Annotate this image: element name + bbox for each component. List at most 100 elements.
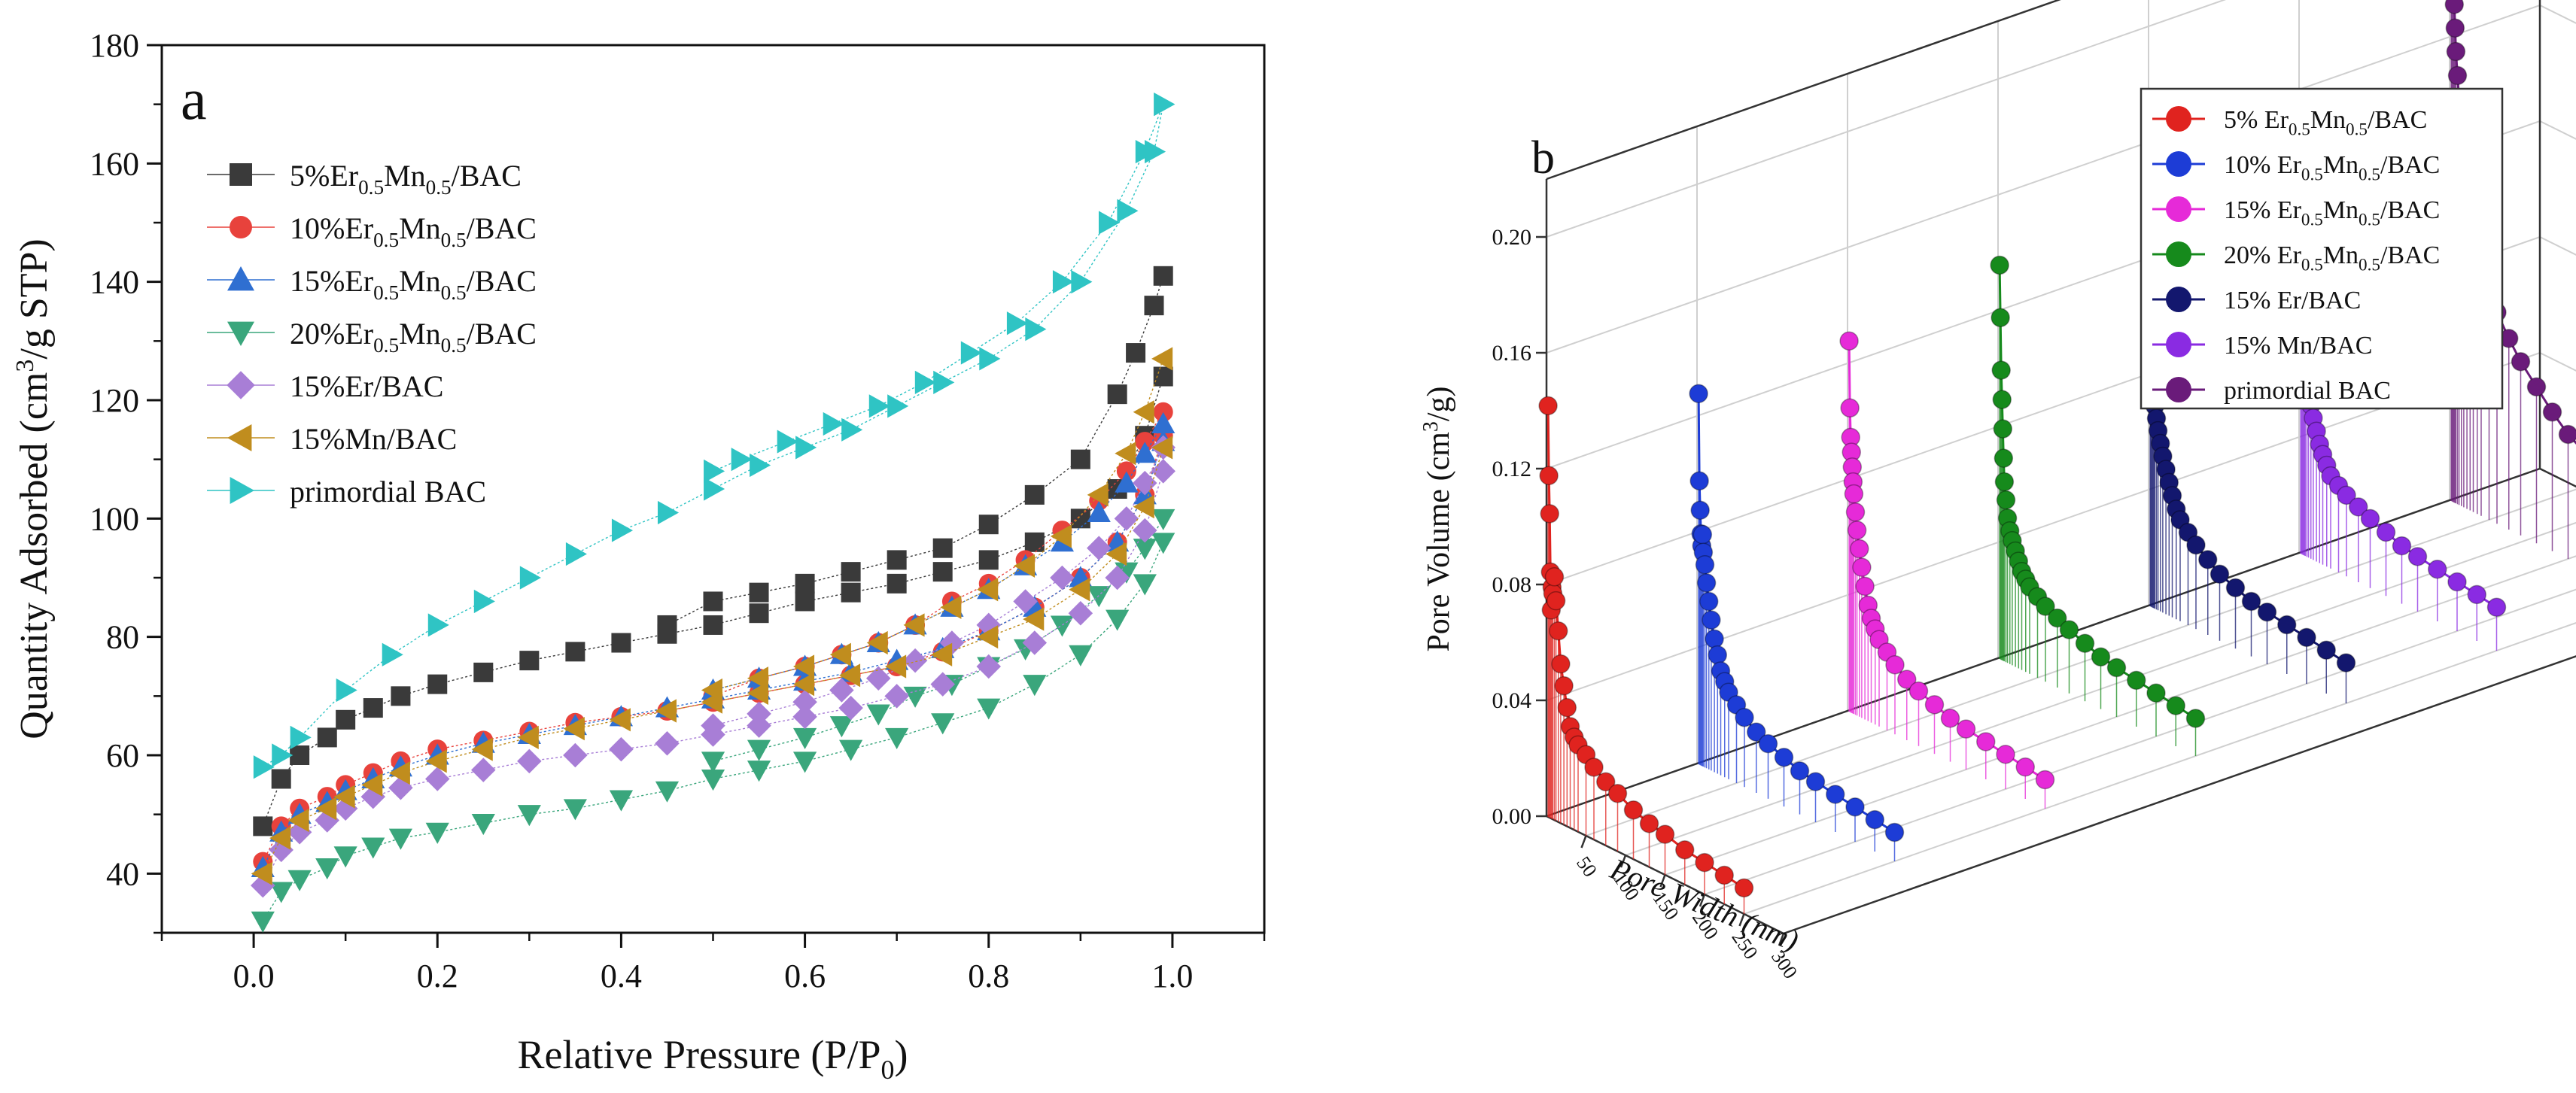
b-data-point xyxy=(1540,504,1559,524)
b-data-point xyxy=(1584,758,1604,777)
a-legend-label: 5%Er0.5Mn0.5/BAC xyxy=(290,159,522,199)
a-data-point-desorption xyxy=(866,630,888,655)
b-data-point xyxy=(1990,255,2009,275)
b-grid-line xyxy=(1546,0,2227,238)
b-legend-label: primordial BAC xyxy=(2224,377,2391,405)
b-box-edge xyxy=(1783,655,2576,935)
b-legend-label: 5% Er0.5Mn0.5/BAC xyxy=(2224,106,2427,140)
a-data-point xyxy=(792,704,817,730)
a-data-point xyxy=(272,743,293,767)
b-legend-marker xyxy=(2166,241,2191,267)
b-data-point xyxy=(1844,484,1864,504)
a-data-point xyxy=(287,870,312,891)
b-xtick-label: 50 xyxy=(1572,852,1601,881)
b-data-point xyxy=(1991,360,2011,380)
a-data-point-desorption xyxy=(940,595,962,619)
b-data-point xyxy=(1696,573,1717,593)
a-data-point xyxy=(315,858,339,880)
panel-a-series xyxy=(251,93,1175,933)
a-data-point xyxy=(425,822,449,844)
b-data-point xyxy=(1996,490,2016,510)
b-legend-label-sub1: 0.5 xyxy=(2301,165,2323,185)
a-data-point xyxy=(1025,317,1047,342)
a-data-point-desorption xyxy=(704,459,725,483)
panel-a-axes: 0.0 0.2 0.4 0.6 0.8 1.0 40 60 80 100 120 140 160 180 xyxy=(90,27,1266,994)
a-legend-label-sub2: 0.5 xyxy=(441,334,467,357)
a-data-point xyxy=(1106,609,1130,631)
a-data-point-desorption xyxy=(792,654,815,679)
a-data-point xyxy=(655,781,680,803)
a-data-point-desorption xyxy=(701,713,725,738)
b-xtick-mark xyxy=(1738,913,1745,927)
a-data-point xyxy=(657,500,680,525)
b-data-point xyxy=(1596,772,1616,792)
a-data-point xyxy=(795,436,817,460)
b-data-point xyxy=(2447,572,2467,592)
a-data-point xyxy=(931,713,955,735)
a-data-point xyxy=(253,816,273,836)
a-data-point xyxy=(563,799,587,821)
b-data-point xyxy=(1639,814,1659,833)
a-data-point-desorption xyxy=(1151,411,1175,433)
a-data-point xyxy=(473,662,494,682)
b-data-point xyxy=(2015,757,2035,777)
a-legend-label-mid: Mn xyxy=(399,264,441,298)
b-legend-label-tail: /BAC xyxy=(2368,106,2427,134)
a-data-point-desorption xyxy=(1050,615,1075,637)
a-data-point-desorption xyxy=(1114,506,1139,531)
a-data-point-desorption xyxy=(1070,449,1090,469)
a-series-line xyxy=(262,447,1164,874)
a-data-point-desorption xyxy=(1133,442,1157,463)
b-box-edge xyxy=(1546,0,2061,181)
a-data-point xyxy=(611,518,634,542)
a-data-point xyxy=(1133,518,1157,543)
b-data-point xyxy=(2185,709,2206,728)
a-data-point xyxy=(1105,565,1130,591)
a-data-point xyxy=(361,773,383,797)
a-data-point xyxy=(701,769,725,791)
a-data-point xyxy=(839,739,863,761)
b-data-point xyxy=(2075,633,2095,653)
a-data-point-desorption xyxy=(1133,400,1154,424)
b-ztick-label: 0.00 xyxy=(1492,804,1532,829)
b-ztick-label: 0.20 xyxy=(1492,225,1532,250)
a-data-point-desorption xyxy=(823,411,844,436)
a-data-point xyxy=(704,477,725,501)
a-data-point-desorption xyxy=(792,727,817,749)
a-data-point xyxy=(388,828,413,850)
b-data-point xyxy=(1675,840,1695,860)
a-data-point-desorption xyxy=(1087,483,1109,507)
a-data-point-desorption xyxy=(1153,402,1173,422)
a-data-point xyxy=(931,642,953,666)
a-data-point xyxy=(979,347,1001,371)
a-ytick-label: 140 xyxy=(90,264,139,301)
a-data-point xyxy=(1151,459,1175,484)
b-data-point xyxy=(1705,629,1724,649)
b-legend-label-mid: Mn xyxy=(2323,196,2359,224)
b-data-point xyxy=(1735,708,1754,727)
b-data-point xyxy=(2091,647,2111,667)
a-data-point xyxy=(1023,607,1045,631)
a-legend-marker xyxy=(227,266,254,291)
a-data-point xyxy=(315,797,337,821)
b-data-point xyxy=(1549,621,1568,641)
a-data-point-desorption xyxy=(1087,586,1111,608)
a-legend-label-sub1: 0.5 xyxy=(373,229,399,251)
a-data-point-desorption xyxy=(1135,140,1157,164)
b-legend-label-sub2: 0.5 xyxy=(2359,165,2380,185)
a-legend-label-main: 15%Mn/BAC xyxy=(290,422,457,456)
a-legend-label-tail: /BAC xyxy=(467,211,537,245)
a-data-point xyxy=(838,695,863,721)
a-data-point xyxy=(471,813,495,836)
a-data-point-desorption xyxy=(1050,565,1075,591)
b-xtick-mark xyxy=(1699,894,1706,907)
a-series-desorption-line xyxy=(713,518,1164,762)
b-data-point xyxy=(2166,696,2185,715)
a-data-point xyxy=(425,749,447,773)
a-data-point xyxy=(792,672,815,697)
b-data-point xyxy=(1845,797,1865,817)
a-data-point xyxy=(1133,574,1157,596)
b-legend-label-mid: Mn xyxy=(2310,106,2346,134)
a-data-point-desorption xyxy=(978,515,999,535)
